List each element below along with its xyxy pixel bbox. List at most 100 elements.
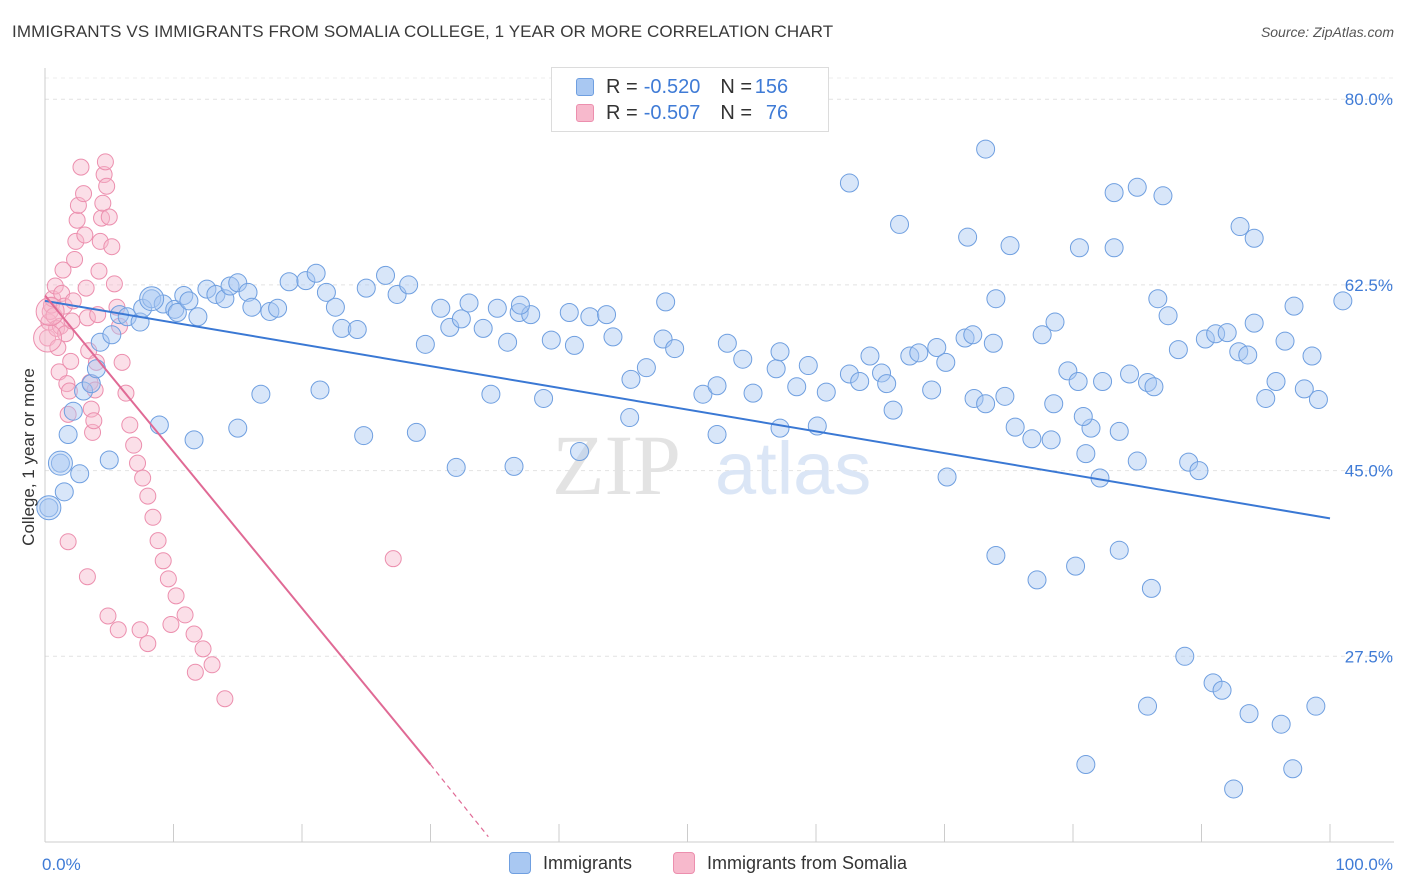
data-point [1158,306,1178,326]
trend-line-somalia [44,294,432,766]
data-point [149,532,167,550]
data-point [139,487,157,505]
data-point [473,318,493,338]
data-point [260,301,280,321]
data-point [197,279,217,299]
data-point [76,226,94,244]
correlation-legend: R = -0.520 N = 156 R = -0.507 N = 76 [551,67,829,132]
data-point [1109,540,1129,560]
data-point [1244,228,1264,248]
data-point [296,271,316,291]
data-point [839,364,859,384]
data-point [872,363,892,383]
data-point [717,333,737,353]
data-point [860,346,880,366]
data-point [564,335,584,355]
data-point [63,401,83,421]
data-point [1076,755,1096,775]
x-tick-label: 0.0% [42,855,81,874]
data-point [60,382,78,400]
data-point [1104,183,1124,203]
data-point [1104,238,1124,258]
data-point [228,418,248,438]
data-point [1148,289,1168,309]
legend-label-somalia: Immigrants from Somalia [707,852,908,873]
data-point [90,262,108,280]
data-point [693,384,713,404]
data-point [1041,430,1061,450]
data-point [431,298,451,318]
data-point [176,606,194,624]
data-point [167,303,187,323]
data-point [1153,186,1173,206]
data-point [1306,696,1326,716]
data-point [316,282,336,302]
data-point [70,464,90,484]
data-point [354,426,374,446]
data-point [665,339,685,359]
data-point [743,383,763,403]
data-point [976,394,996,414]
data-point [113,353,131,371]
data-point [1000,236,1020,256]
data-point [39,498,59,518]
data-point [1308,390,1328,410]
data-point [636,358,656,378]
data-point [1076,444,1096,464]
data-point [459,293,479,313]
data-point [149,415,169,435]
data-point [787,377,807,397]
legend-item-somalia[interactable]: Immigrants from Somalia [673,852,907,874]
data-point [656,292,676,312]
data-point [310,380,330,400]
data-point [1109,421,1129,441]
data-point [77,279,95,297]
data-point [534,388,554,408]
data-point [1195,329,1215,349]
data-point [570,442,590,462]
data-point [154,552,172,570]
data-point [162,615,180,633]
data-point [603,327,623,347]
data-point [1284,296,1304,316]
legend-n-label: N = [720,75,753,98]
data-point [98,177,116,195]
data-point [766,359,786,379]
data-point [877,374,897,394]
data-point [399,275,419,295]
data-point [131,621,149,639]
data-point [922,380,942,400]
data-point [59,533,77,551]
data-point [179,291,199,311]
legend-item-immigrants[interactable]: Immigrants [509,852,632,874]
data-point [1073,406,1093,426]
trend-line-somalia-extension [430,764,489,838]
y-axis-title: College, 1 year or more [19,368,38,546]
legend-swatch-somalia [673,852,695,874]
data-point [384,550,402,568]
data-point [415,334,435,354]
data-point [498,332,518,352]
data-point [1238,345,1258,365]
data-point [203,656,221,674]
data-point [206,284,226,304]
data-point [1217,323,1237,343]
data-point [1005,417,1025,437]
data-point [376,265,396,285]
legend-n-label: N = [720,101,753,124]
legend-swatch-immigrants [509,852,531,874]
gridlines [45,77,1394,657]
y-tick-label: 45.0% [1345,462,1393,481]
axis-labels: 27.5% 45.0% 62.5% 80.0% 0.0% 100.0% College, 1… [19,90,1393,874]
data-point [1044,394,1064,414]
data-point [936,352,956,372]
data-point [50,453,70,473]
legend-row-somalia: R = -0.507 N = 76 [576,100,788,126]
data-point [1230,217,1250,237]
data-point [1027,570,1047,590]
data-point [509,303,529,323]
data-point [74,381,94,401]
data-point [67,232,85,250]
data-point [890,214,910,234]
data-point [816,382,836,402]
